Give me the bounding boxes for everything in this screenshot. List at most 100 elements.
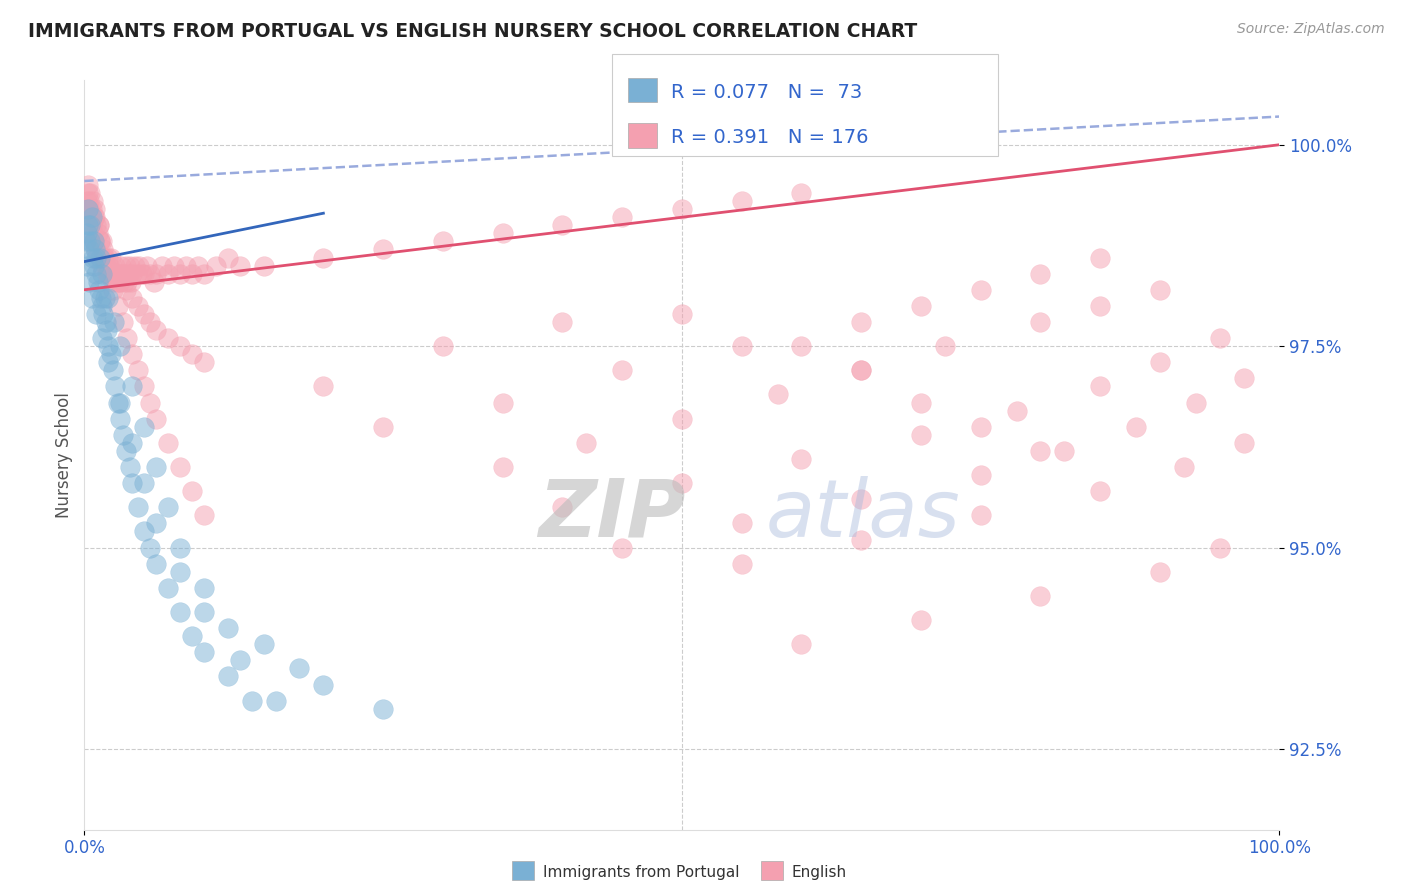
Text: R = 0.391   N = 176: R = 0.391 N = 176 [671, 128, 868, 147]
Point [139, 315, 162, 329]
Point [82, 251, 104, 265]
Point [1029, 267, 1052, 281]
Point [127, 363, 149, 377]
Point [671, 411, 693, 425]
Point [77, 275, 100, 289]
Point [77, 243, 100, 257]
Point [1233, 371, 1256, 385]
Point [169, 541, 191, 555]
Point [790, 339, 813, 353]
Point [76, 194, 98, 208]
Point [181, 347, 204, 361]
Point [432, 235, 454, 249]
Point [115, 283, 138, 297]
Point [115, 259, 138, 273]
Point [970, 283, 993, 297]
Point [121, 435, 143, 450]
Point [217, 251, 239, 265]
Point [132, 267, 156, 281]
Point [101, 363, 124, 377]
Point [150, 259, 173, 273]
Point [96, 323, 118, 337]
Point [731, 339, 754, 353]
Point [110, 411, 132, 425]
Point [110, 275, 132, 289]
Point [492, 227, 515, 241]
Point [110, 267, 132, 281]
Text: ZIP: ZIP [538, 475, 686, 554]
Point [1029, 589, 1052, 603]
Point [288, 661, 311, 675]
Point [112, 275, 135, 289]
Point [612, 541, 634, 555]
Point [193, 605, 215, 619]
Point [77, 178, 100, 192]
Point [551, 500, 574, 515]
Point [110, 395, 132, 409]
Point [132, 419, 156, 434]
Point [253, 259, 276, 273]
Point [312, 379, 335, 393]
Point [145, 557, 167, 571]
Point [93, 243, 115, 257]
Point [87, 283, 110, 297]
Point [1149, 565, 1171, 579]
Point [90, 251, 112, 265]
Point [82, 194, 104, 208]
Point [970, 419, 993, 434]
Point [169, 339, 191, 353]
Point [181, 629, 204, 643]
Point [111, 315, 134, 329]
Point [117, 267, 139, 281]
Point [169, 460, 191, 475]
Point [575, 435, 598, 450]
Point [83, 259, 105, 273]
Point [96, 267, 118, 281]
Point [91, 235, 114, 249]
Point [97, 267, 120, 281]
Point [75, 202, 97, 217]
Point [77, 202, 100, 217]
Point [174, 259, 197, 273]
Point [851, 492, 873, 507]
Point [77, 194, 100, 208]
Point [84, 211, 107, 225]
Point [851, 315, 873, 329]
Point [264, 693, 287, 707]
Point [101, 283, 124, 297]
Point [127, 500, 149, 515]
Point [93, 291, 115, 305]
Point [790, 637, 813, 651]
Point [86, 307, 108, 321]
Point [229, 653, 252, 667]
Point [139, 267, 162, 281]
Point [79, 235, 101, 249]
Point [97, 267, 120, 281]
Point [492, 460, 515, 475]
Point [139, 395, 162, 409]
Point [80, 211, 103, 225]
Point [671, 307, 693, 321]
Point [193, 645, 215, 659]
Point [100, 251, 122, 265]
Point [83, 235, 105, 249]
Point [132, 307, 156, 321]
Point [1185, 395, 1208, 409]
Point [169, 565, 191, 579]
Point [612, 211, 634, 225]
Point [1029, 315, 1052, 329]
Point [110, 259, 132, 273]
Point [101, 267, 124, 281]
Point [87, 219, 110, 233]
Point [76, 259, 98, 273]
Point [94, 315, 117, 329]
Point [103, 315, 125, 329]
Point [118, 259, 141, 273]
Point [77, 202, 100, 217]
Point [1173, 460, 1195, 475]
Point [93, 251, 115, 265]
Point [910, 299, 932, 313]
Point [105, 275, 128, 289]
Point [1090, 484, 1112, 499]
Point [934, 339, 956, 353]
